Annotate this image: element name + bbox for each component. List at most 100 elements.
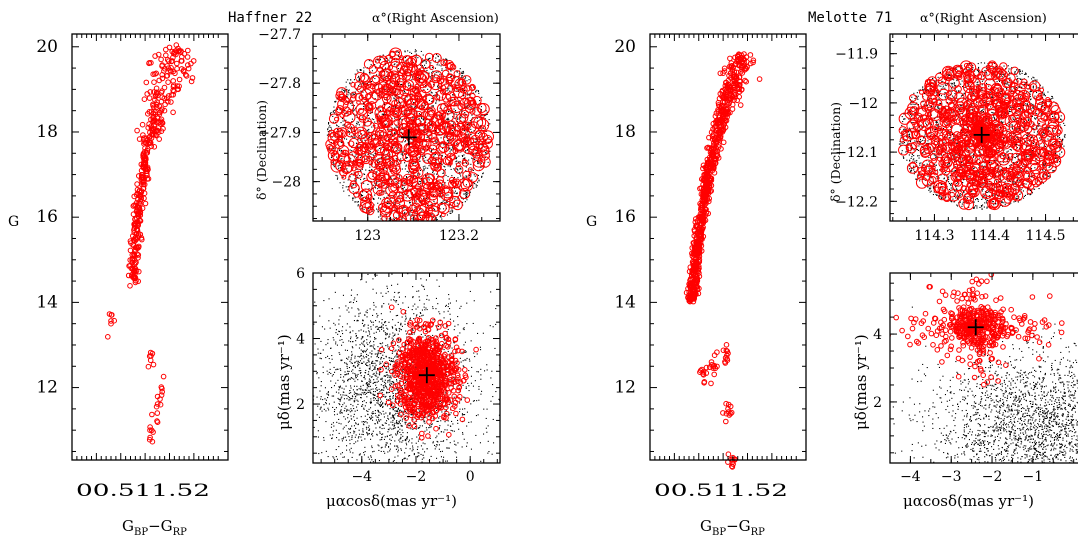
field-star-dot — [359, 453, 361, 455]
field-star-dot — [445, 174, 447, 176]
field-star-dot — [487, 161, 489, 163]
field-star-dot — [331, 423, 333, 425]
field-star-dot — [357, 403, 359, 405]
field-star-dot — [397, 292, 399, 294]
member-star-marker — [466, 138, 480, 151]
member-star-marker — [426, 120, 438, 132]
field-star-dot — [435, 102, 437, 104]
field-star-dot — [445, 305, 447, 307]
field-star-dot — [411, 209, 413, 211]
field-star-dot — [398, 174, 400, 176]
field-star-dot — [338, 439, 340, 441]
field-star-dot — [473, 153, 475, 155]
field-star-dot — [403, 458, 405, 460]
field-star-dot — [451, 211, 453, 213]
member-star-marker — [146, 95, 153, 101]
field-star-dot — [477, 161, 479, 163]
field-star-dot — [381, 424, 383, 426]
field-star-dot — [297, 362, 298, 363]
field-star-dot — [357, 373, 359, 375]
field-star-dot — [351, 150, 353, 152]
field-star-dot — [465, 184, 467, 186]
field-star-dot — [371, 345, 373, 347]
field-star-dot — [419, 78, 421, 80]
field-star-dot — [391, 424, 393, 426]
field-star-dot — [340, 369, 342, 371]
field-star-dot — [340, 423, 342, 425]
member-star-marker — [448, 201, 456, 209]
field-star-dot — [326, 469, 327, 470]
member-star-marker — [176, 83, 182, 89]
field-star-dot — [339, 134, 341, 136]
field-star-dot — [357, 201, 359, 203]
field-star-dot — [444, 166, 446, 168]
field-star-dot — [352, 101, 354, 103]
member-star-marker — [408, 142, 419, 153]
member-star-marker — [386, 93, 400, 106]
field-star-dot — [459, 184, 461, 186]
field-star-dot — [442, 344, 444, 346]
member-star-marker — [152, 97, 158, 103]
member-star-marker — [435, 176, 445, 185]
field-star-dot — [359, 83, 361, 85]
field-star-dot — [364, 135, 366, 137]
member-star-marker — [405, 122, 417, 133]
field-star-dot — [431, 149, 433, 151]
member-star-marker — [153, 92, 159, 98]
field-star-dot — [463, 414, 465, 416]
field-star-dot — [340, 335, 342, 337]
field-star-dot — [347, 186, 349, 188]
field-star-dot — [340, 376, 342, 378]
member-star-marker — [467, 172, 478, 183]
field-star-dot — [505, 422, 506, 423]
field-star-dot — [380, 405, 382, 407]
field-star-dot — [451, 175, 453, 177]
field-star-dot — [348, 195, 350, 197]
field-star-dot — [405, 164, 407, 166]
field-star-dot — [340, 397, 342, 399]
member-star-marker — [135, 221, 141, 228]
field-star-dot — [386, 442, 388, 444]
field-star-dot — [481, 175, 483, 177]
field-star-dot — [449, 313, 451, 315]
field-star-dot — [352, 110, 354, 112]
field-star-dot — [403, 112, 405, 114]
field-star-dot — [375, 164, 377, 166]
field-star-dot — [342, 456, 344, 458]
member-star-marker — [431, 53, 442, 63]
member-star-marker — [356, 100, 361, 105]
field-star-dot — [330, 467, 331, 468]
field-star-dot — [460, 88, 462, 90]
field-star-dot — [453, 177, 455, 179]
member-star-marker — [434, 118, 446, 130]
field-star-dot — [454, 117, 456, 119]
field-star-dot — [384, 190, 386, 192]
field-star-dot — [462, 408, 464, 410]
field-star-dot — [425, 175, 427, 177]
field-star-dot — [334, 112, 336, 114]
field-star-dot — [463, 94, 465, 96]
field-star-dot — [433, 173, 435, 175]
field-star-dot — [429, 413, 431, 415]
member-star-marker — [150, 71, 156, 77]
member-star-marker — [130, 211, 137, 217]
field-star-dot — [374, 374, 376, 376]
member-star-marker — [158, 98, 165, 105]
field-star-dot — [436, 95, 438, 97]
member-star-marker — [445, 63, 453, 71]
field-star-dot — [333, 106, 335, 108]
field-star-dot — [373, 155, 375, 157]
member-star-marker — [348, 140, 355, 147]
member-star-marker — [461, 158, 467, 164]
field-star-dot — [441, 201, 443, 203]
field-star-dot — [447, 112, 449, 114]
field-star-dot — [396, 173, 398, 175]
field-star-dot — [409, 212, 411, 214]
cmd-frame — [71, 33, 229, 461]
field-star-dot — [466, 442, 468, 444]
field-star-dot — [386, 186, 388, 188]
member-star-marker — [158, 116, 165, 123]
field-star-dot — [398, 51, 400, 53]
field-star-dot — [396, 126, 398, 128]
